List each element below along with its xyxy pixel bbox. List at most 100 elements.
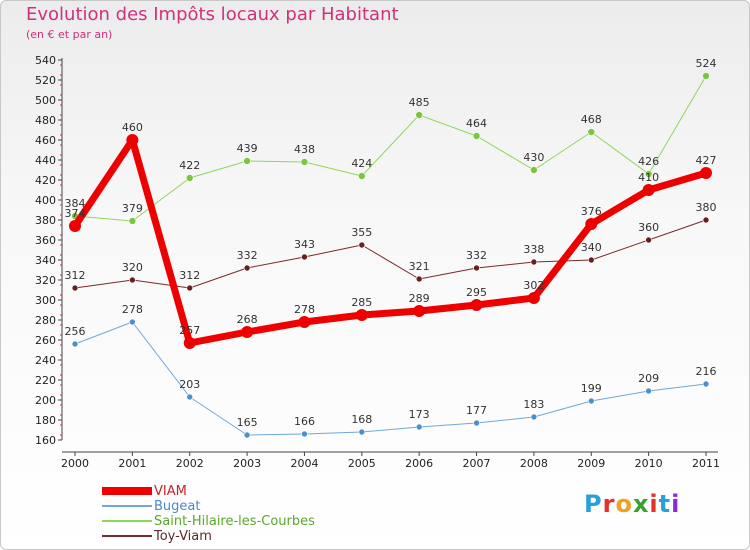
data-label-bugeat: 209 xyxy=(638,372,659,385)
data-label-saint-hilaire-les-courbes: 524 xyxy=(696,57,717,70)
data-label-bugeat: 183 xyxy=(523,398,544,411)
data-point-toy-viam xyxy=(129,276,136,284)
data-point-saint-hilaire-les-courbes xyxy=(358,172,366,180)
legend-label: Toy-Viam xyxy=(154,529,212,544)
data-label-viam: 374 xyxy=(65,207,86,220)
x-tick-label: 2010 xyxy=(635,457,663,470)
data-label-toy-viam: 340 xyxy=(581,241,602,254)
data-point-bugeat xyxy=(587,397,595,405)
data-label-saint-hilaire-les-courbes: 485 xyxy=(409,96,430,109)
y-tick-label: 160 xyxy=(35,434,56,447)
data-label-viam: 460 xyxy=(122,121,143,134)
data-label-bugeat: 173 xyxy=(409,408,430,421)
data-label-saint-hilaire-les-courbes: 424 xyxy=(351,157,372,170)
y-tick-label: 520 xyxy=(35,74,56,87)
data-label-saint-hilaire-les-courbes: 426 xyxy=(638,155,659,168)
data-point-toy-viam xyxy=(530,258,538,266)
data-point-viam xyxy=(298,316,311,328)
y-tick-label: 340 xyxy=(35,254,56,267)
legend-label: Bugeat xyxy=(154,499,201,514)
data-label-toy-viam: 380 xyxy=(696,201,717,214)
data-point-toy-viam xyxy=(301,253,308,261)
x-tick-label: 2009 xyxy=(577,457,605,470)
data-label-toy-viam: 312 xyxy=(65,269,86,282)
legend-swatch xyxy=(102,535,152,537)
data-label-saint-hilaire-les-courbes: 384 xyxy=(65,197,86,210)
data-label-bugeat: 256 xyxy=(65,325,86,338)
data-label-viam: 285 xyxy=(351,296,372,309)
data-label-viam: 295 xyxy=(466,286,487,299)
data-label-toy-viam: 320 xyxy=(122,261,143,274)
data-label-saint-hilaire-les-courbes: 422 xyxy=(179,159,200,172)
data-point-toy-viam xyxy=(71,284,79,292)
x-tick-label: 2002 xyxy=(176,457,204,470)
chart-subtitle: (en € et par an) xyxy=(26,28,113,41)
data-point-viam xyxy=(355,309,368,321)
data-point-bugeat xyxy=(71,340,79,348)
data-label-bugeat: 199 xyxy=(581,382,602,395)
legend-label: Saint-Hilaire-les-Courbes xyxy=(154,514,315,529)
data-point-saint-hilaire-les-courbes xyxy=(644,170,653,178)
data-label-viam: 427 xyxy=(696,154,717,167)
data-point-bugeat xyxy=(243,431,251,439)
data-label-toy-viam: 338 xyxy=(523,243,544,256)
data-point-viam xyxy=(413,305,426,317)
y-tick-label: 180 xyxy=(35,414,56,427)
data-label-bugeat: 168 xyxy=(351,413,372,426)
data-point-bugeat xyxy=(702,380,710,388)
data-label-viam: 376 xyxy=(581,205,602,218)
data-label-viam: 257 xyxy=(179,324,200,337)
series-line-saint-hilaire-les-courbes xyxy=(74,75,707,222)
data-label-bugeat: 177 xyxy=(466,404,487,417)
data-label-bugeat: 278 xyxy=(122,303,143,316)
data-label-bugeat: 216 xyxy=(696,365,717,378)
data-point-saint-hilaire-les-courbes xyxy=(587,128,596,136)
data-point-viam xyxy=(241,326,254,338)
data-point-bugeat xyxy=(129,318,136,326)
proxiti-logo: Proxiti xyxy=(584,490,681,518)
x-tick-label: 2000 xyxy=(61,457,89,470)
y-tick-label: 420 xyxy=(35,174,56,187)
x-tick-label: 2008 xyxy=(520,457,548,470)
x-tick-label: 2003 xyxy=(233,457,261,470)
data-point-bugeat xyxy=(473,419,480,427)
y-tick-label: 320 xyxy=(35,274,56,287)
y-tick-label: 500 xyxy=(35,94,56,107)
data-label-saint-hilaire-les-courbes: 379 xyxy=(122,202,143,215)
series-line-toy-viam xyxy=(74,219,707,289)
legend-swatch xyxy=(102,520,152,522)
legend-swatch xyxy=(102,505,152,507)
data-point-saint-hilaire-les-courbes xyxy=(530,166,538,174)
data-point-saint-hilaire-les-courbes xyxy=(300,158,309,166)
y-tick-label: 440 xyxy=(35,154,56,167)
data-label-viam: 289 xyxy=(409,292,430,305)
y-tick-label: 220 xyxy=(35,374,56,387)
x-tick-label: 2001 xyxy=(118,457,146,470)
data-point-toy-viam xyxy=(473,264,480,272)
data-point-bugeat xyxy=(358,428,366,436)
data-point-toy-viam xyxy=(243,264,251,272)
y-tick-label: 240 xyxy=(35,354,56,367)
x-tick-label: 2011 xyxy=(692,457,720,470)
data-point-saint-hilaire-les-courbes xyxy=(185,174,194,182)
series-line-bugeat xyxy=(74,321,707,436)
data-label-saint-hilaire-les-courbes: 468 xyxy=(581,113,602,126)
data-point-saint-hilaire-les-courbes xyxy=(702,72,710,80)
data-label-toy-viam: 360 xyxy=(638,221,659,234)
data-point-viam xyxy=(470,299,483,311)
data-point-saint-hilaire-les-courbes xyxy=(415,111,423,119)
data-label-bugeat: 203 xyxy=(179,378,200,391)
data-point-toy-viam xyxy=(645,236,652,244)
data-label-viam: 278 xyxy=(294,303,315,316)
data-label-viam: 410 xyxy=(638,171,659,184)
data-point-toy-viam xyxy=(186,284,194,292)
data-point-toy-viam xyxy=(415,275,423,283)
y-tick-label: 200 xyxy=(35,394,56,407)
data-label-toy-viam: 355 xyxy=(351,226,372,239)
data-label-saint-hilaire-les-courbes: 430 xyxy=(523,151,544,164)
data-label-saint-hilaire-les-courbes: 464 xyxy=(466,117,487,130)
legend-swatch xyxy=(102,487,152,495)
y-tick-label: 480 xyxy=(35,114,56,127)
